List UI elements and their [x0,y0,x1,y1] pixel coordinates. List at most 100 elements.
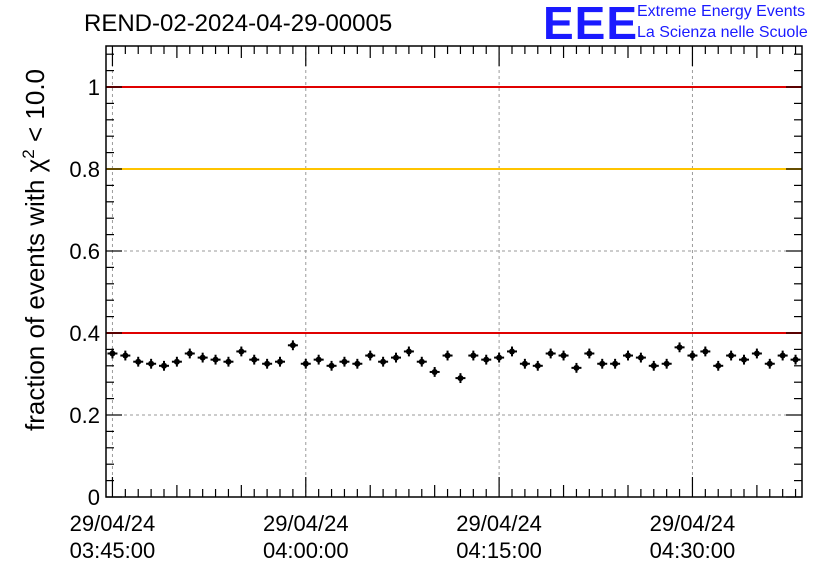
data-point [300,358,311,369]
y-tick-label: 0.8 [69,157,100,182]
point-marker [135,358,142,365]
data-point [236,346,247,357]
data-point [687,350,698,361]
data-point [391,352,401,363]
data-point [751,348,762,359]
point-marker [405,348,412,355]
data-point [597,358,608,369]
point-marker [766,360,773,367]
point-marker [186,350,193,357]
data-point [210,354,221,365]
data-point [790,354,801,365]
data-point [571,362,582,373]
data-point [249,354,260,365]
x-tick-time-label: 04:30:00 [650,538,736,563]
point-marker [663,360,670,367]
data-point [262,358,273,369]
data-points [107,340,801,384]
data-point [339,356,350,367]
point-marker [328,362,335,369]
data-point [519,358,530,369]
x-tick-date-label: 29/04/24 [70,511,156,536]
point-marker [612,360,619,367]
data-point [313,354,324,365]
data-point [674,342,685,353]
data-point [365,350,376,361]
point-marker [212,356,219,363]
point-marker [457,375,464,382]
x-tick-date-label: 29/04/24 [456,511,542,536]
x-tick-date-label: 29/04/24 [263,511,349,536]
y-tick-label: 0.2 [69,403,100,428]
point-marker [534,362,541,369]
data-point [532,360,543,371]
data-point [416,356,427,367]
point-marker [509,348,515,355]
data-point [494,352,505,363]
data-point [610,358,621,369]
point-marker [161,362,167,369]
y-tick-label: 1 [88,75,100,100]
logo-line-2: La Scienza nelle Scuole [637,24,808,41]
point-marker [483,356,490,363]
point-marker [779,352,786,359]
point-marker [573,364,580,371]
data-point [171,356,182,367]
data-point [159,360,169,371]
data-point [352,358,363,369]
point-marker [109,350,116,357]
point-marker [753,350,760,357]
data-point [287,340,298,351]
data-point [120,350,131,361]
data-point [777,350,788,361]
point-marker [431,368,438,375]
data-point [545,348,556,359]
data-point [507,346,517,357]
y-tick-label: 0.6 [69,239,100,264]
x-tick-date-label: 29/04/24 [650,511,736,536]
data-point [635,352,646,363]
axes: 00.20.40.60.8129/04/2403:45:0029/04/2404… [69,45,803,563]
point-marker [728,352,735,359]
point-marker [302,360,309,367]
x-tick-time-label: 04:15:00 [456,538,542,563]
data-point [326,360,337,371]
data-point [197,352,208,363]
grid-layer [106,46,802,497]
point-marker [341,358,348,365]
data-point [764,358,775,369]
point-marker [367,352,374,359]
data-point [429,367,440,377]
point-marker [792,356,799,363]
data-point [455,373,466,384]
data-point [146,358,157,369]
point-marker [650,362,657,369]
eee-logo-mark: EEE [543,0,639,49]
point-marker [418,358,425,365]
data-point [661,358,672,369]
point-marker [702,348,709,355]
data-point [481,354,492,365]
point-marker [148,360,155,367]
point-marker [277,358,283,365]
point-marker [625,352,631,359]
point-marker [637,354,644,361]
data-point [468,350,479,361]
data-point [700,346,711,357]
point-marker [289,342,296,349]
point-marker [238,348,245,355]
point-marker [715,362,722,369]
point-marker [380,358,387,365]
point-marker [393,354,399,361]
y-tick-label: 0 [88,485,100,510]
point-marker [173,358,180,365]
point-marker [199,354,206,361]
data-point [442,350,453,361]
data-point [184,348,195,359]
data-point [558,350,569,361]
logo-line-1: Extreme Energy Events [637,3,806,20]
reference-lines [106,86,802,334]
plot-frame [105,45,803,498]
point-marker [547,350,554,357]
